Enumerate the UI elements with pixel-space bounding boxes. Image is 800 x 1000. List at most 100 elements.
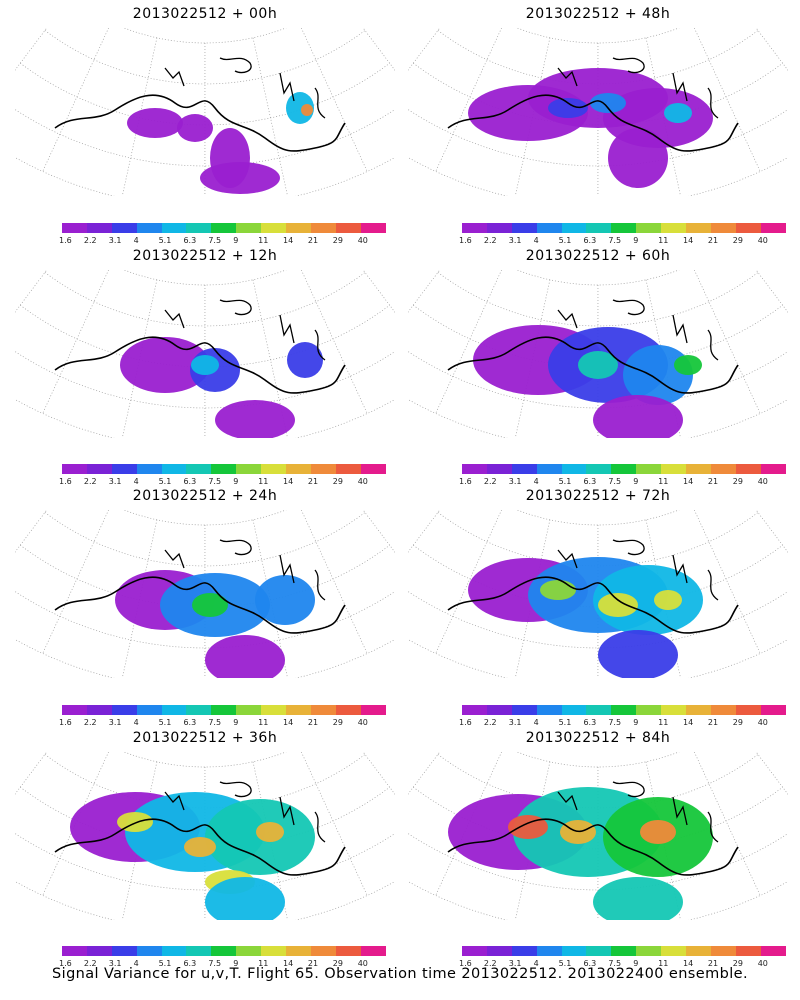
colorbar-label: 1.6 <box>459 236 472 245</box>
variance-field <box>448 787 713 920</box>
colorbar-label: 40 <box>357 477 368 486</box>
colorbar-label: 14 <box>683 718 694 727</box>
colorbar-label: 6.3 <box>583 477 597 486</box>
colorbar-label: 3.1 <box>108 718 122 727</box>
colorbar-swatches <box>462 705 786 715</box>
colorbar-label: 29 <box>332 959 343 968</box>
colorbar-label: 3.1 <box>508 718 522 727</box>
variance-blob <box>287 342 323 378</box>
coastline <box>54 336 346 394</box>
colorbar-swatches <box>462 223 786 233</box>
variance-blob <box>256 822 284 842</box>
colorbar-label: 14 <box>683 236 694 245</box>
colorbar-swatch <box>360 946 386 956</box>
colorbar-label: 21 <box>307 236 319 245</box>
panel-title: 2013022512 + 24h <box>132 488 278 504</box>
colorbar-label: 2.2 <box>483 959 497 968</box>
colorbar-label: 4 <box>533 718 539 727</box>
colorbar-labels: 1.6 2.2 3.1 4 5.1 6.3 7.5 9 11 14 21 29 40 <box>59 959 386 968</box>
colorbar-swatch <box>335 705 361 715</box>
coastline <box>447 818 739 876</box>
colorbar-swatch <box>611 223 637 233</box>
variance-blob <box>184 837 216 857</box>
variance-blob <box>215 400 295 438</box>
colorbar-swatch <box>586 946 612 956</box>
colorbar-label: 2.2 <box>483 718 497 727</box>
colorbar-label: 5.1 <box>558 477 572 486</box>
coastline-islands <box>557 299 719 361</box>
variance-field <box>473 325 702 438</box>
colorbar-swatch <box>760 705 786 715</box>
colorbar-swatch <box>710 705 736 715</box>
colorbar-swatch <box>136 464 162 474</box>
colorbar-swatch <box>462 705 487 715</box>
colorbar-label: 7.5 <box>208 718 222 727</box>
colorbar-swatch <box>462 464 487 474</box>
colorbar-swatch <box>735 705 761 715</box>
variance-blob <box>593 395 683 438</box>
colorbar-label: 7.5 <box>608 477 622 486</box>
colorbar-label: 4 <box>533 236 539 245</box>
colorbar-label: 9 <box>633 959 639 968</box>
colorbar-swatch <box>536 705 562 715</box>
colorbar-label: 40 <box>357 959 368 968</box>
colorbar-swatch <box>486 464 512 474</box>
figure-caption: Signal Variance for u,v,T. Flight 65. Ob… <box>52 966 748 982</box>
colorbar-label: 4 <box>533 959 539 968</box>
variance-blob <box>664 103 692 123</box>
colorbar-swatch <box>710 464 736 474</box>
colorbar-swatch <box>335 464 361 474</box>
colorbar-swatch <box>536 464 562 474</box>
colorbar-label: 2.2 <box>83 236 97 245</box>
colorbar-swatch <box>335 223 361 233</box>
colorbar-label: 11 <box>258 236 269 245</box>
colorbar-swatch <box>536 223 562 233</box>
colorbar-label: 7.5 <box>608 236 622 245</box>
colorbar-label: 2.2 <box>83 959 97 968</box>
colorbar-swatches <box>62 705 386 715</box>
colorbar-swatch <box>735 946 761 956</box>
colorbar-label: 4 <box>533 477 539 486</box>
colorbar-label: 14 <box>283 236 294 245</box>
variance-field <box>468 68 713 188</box>
colorbar-swatch <box>161 223 187 233</box>
map-84h <box>408 752 788 920</box>
colorbar-label: 1.6 <box>459 718 472 727</box>
colorbar-label: 6.3 <box>583 718 597 727</box>
colorbar-label: 11 <box>658 477 669 486</box>
colorbar-label: 1.6 <box>59 718 72 727</box>
colorbar-label: 21 <box>707 477 719 486</box>
colorbar-swatch <box>211 223 237 233</box>
colorbar-swatch <box>62 946 87 956</box>
colorbar-swatch <box>760 464 786 474</box>
colorbar-label: 14 <box>283 718 294 727</box>
colorbar-swatch <box>636 464 662 474</box>
colorbar-label: 11 <box>658 959 669 968</box>
variance-field <box>70 792 315 920</box>
colorbar-swatch <box>661 705 687 715</box>
variance-blob <box>255 575 315 625</box>
colorbar-label: 11 <box>258 959 269 968</box>
colorbar-label: 6.3 <box>183 959 197 968</box>
coastline-islands <box>557 781 719 843</box>
variance-field <box>127 92 314 194</box>
colorbar-label: 21 <box>307 718 319 727</box>
colorbar-swatch <box>161 464 187 474</box>
colorbar-swatch <box>536 946 562 956</box>
variance-blob <box>598 593 638 617</box>
colorbar-swatch <box>561 223 587 233</box>
colorbar-swatch <box>661 464 687 474</box>
panel-title: 2013022512 + 48h <box>525 6 671 22</box>
colorbar-label: 40 <box>757 236 768 245</box>
variance-blob <box>508 815 548 839</box>
coastline-islands <box>164 57 326 119</box>
colorbar-swatch <box>636 705 662 715</box>
colorbar-label: 6.3 <box>183 718 197 727</box>
colorbar-label: 7.5 <box>208 236 222 245</box>
map-00h <box>15 28 395 196</box>
colorbar-label: 14 <box>283 959 294 968</box>
colorbar-label: 4 <box>133 959 139 968</box>
colorbar-swatch <box>136 705 162 715</box>
colorbar-label: 3.1 <box>508 959 522 968</box>
colorbar-label: 29 <box>732 959 743 968</box>
